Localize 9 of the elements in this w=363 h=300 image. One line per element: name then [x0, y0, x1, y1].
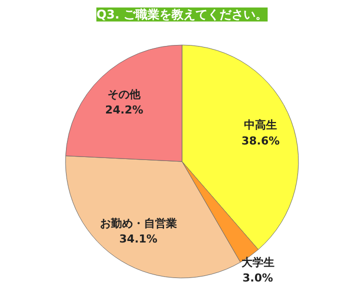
data-label: 3.0%	[242, 272, 274, 285]
data-label: 24.2%	[105, 104, 144, 117]
slice-label: 中高生	[244, 118, 278, 132]
data-label: 38.6%	[242, 134, 280, 148]
chart-title: Q3. ご職業を教えてください。	[96, 8, 268, 22]
slice-label: その他	[108, 88, 142, 102]
slice-label: お勤め・自営業	[100, 216, 177, 230]
data-label: 34.1%	[119, 232, 158, 246]
slice-label: 大学生	[241, 256, 274, 270]
